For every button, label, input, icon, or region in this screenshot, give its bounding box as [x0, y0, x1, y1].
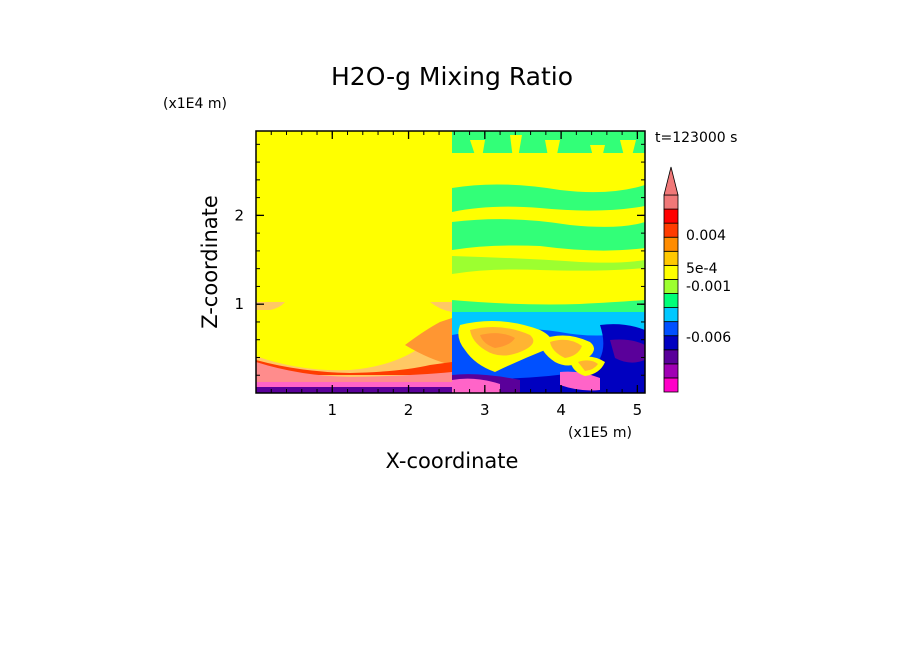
left-dark-orange-patch — [405, 318, 452, 365]
right-green-band-3 — [452, 256, 645, 274]
colorbar-swatch — [663, 307, 679, 323]
y-unit-label: (x1E4 m) — [163, 96, 227, 112]
time-label: t=123000 s — [655, 130, 737, 146]
x-tick-label: 1 — [328, 401, 338, 419]
right-cyan-zone — [452, 312, 645, 336]
y-tick-label: 1 — [234, 295, 244, 313]
colorbar: 0.004 5e-4 -0.001 -0.006 — [663, 166, 731, 393]
colorbar-swatch — [663, 236, 679, 252]
colorbar-label: -0.006 — [686, 330, 731, 346]
colorbar-swatch — [663, 363, 679, 379]
colorbar-swatch — [663, 264, 679, 280]
left-purple-strip — [256, 387, 452, 393]
right-green-band-2 — [452, 219, 645, 251]
x-tick-label: 3 — [480, 401, 490, 419]
x-tick-label: 4 — [556, 401, 566, 419]
colorbar-swatch — [663, 321, 679, 337]
chart-title: H2O-g Mixing Ratio — [331, 62, 573, 91]
right-orange-swirl-1b — [480, 333, 515, 348]
colorbar-swatch — [663, 293, 679, 308]
colorbar-swatch — [663, 279, 679, 294]
right-orange-swirl-3 — [578, 360, 598, 371]
colorbar-swatch — [663, 335, 679, 351]
x-unit-label: (x1E5 m) — [568, 425, 632, 441]
colorbar-swatch — [663, 377, 679, 393]
colorbar-swatch — [663, 250, 679, 266]
axis-ticks: 1 2 3 4 5 1 2 — [234, 131, 645, 419]
plot-frame — [255, 130, 646, 394]
right-green-band-4 — [452, 300, 645, 312]
colorbar-extend-arrow — [663, 166, 679, 196]
y-axis-label: Z-coordinate — [198, 195, 222, 329]
colorbar-swatch — [663, 349, 679, 365]
colorbar-swatch — [663, 194, 679, 210]
colorbar-label: 5e-4 — [686, 261, 718, 277]
y-tick-label: 2 — [234, 206, 244, 224]
right-streaks — [470, 135, 636, 178]
right-orange-swirl-2 — [550, 339, 582, 358]
left-magenta-strip — [256, 382, 452, 389]
x-tick-label: 2 — [404, 401, 414, 419]
field-area — [256, 131, 645, 393]
left-red-contour — [256, 360, 452, 375]
x-tick-label: 5 — [633, 401, 643, 419]
x-axis-label: X-coordinate — [386, 449, 519, 473]
right-navy-zone — [470, 324, 645, 393]
right-magenta-zone — [452, 371, 600, 393]
right-purple-zone — [452, 339, 645, 393]
colorbar-label: -0.001 — [686, 279, 731, 295]
right-green-band-1 — [452, 184, 645, 212]
colorbar-label: 0.004 — [686, 228, 726, 244]
left-mid-orange-blip — [430, 302, 452, 312]
colorbar-swatch — [663, 222, 679, 238]
colorbar-swatch — [663, 208, 679, 224]
